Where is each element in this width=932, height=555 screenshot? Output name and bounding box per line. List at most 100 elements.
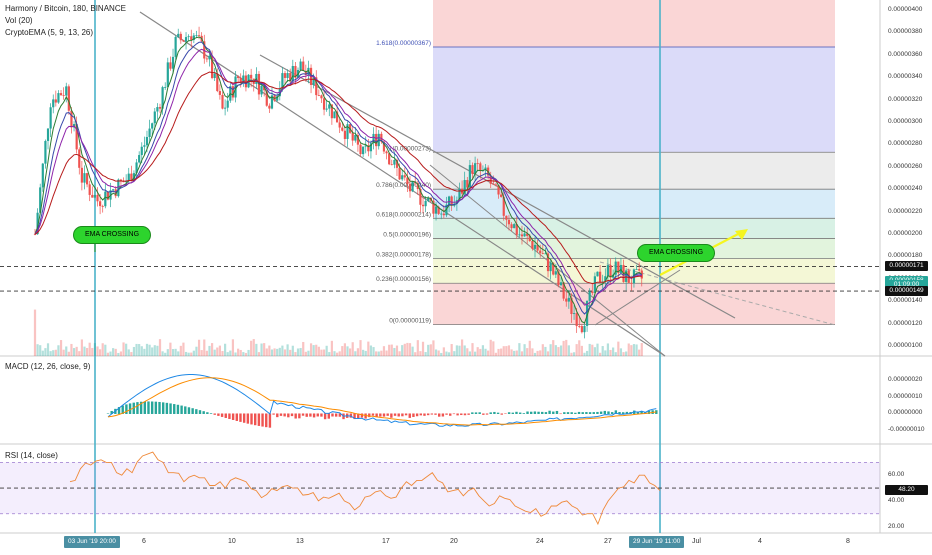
volume-bar: [260, 343, 263, 356]
macd-histogram-bar: [397, 413, 400, 417]
volume-bar: [489, 339, 492, 356]
volume-bar: [283, 349, 287, 356]
macd-histogram-bar: [570, 412, 573, 414]
volume-bar: [153, 345, 156, 356]
candle-body: [218, 91, 221, 95]
volume-bar: [112, 348, 115, 356]
candle-body: [447, 196, 451, 205]
volume-bar: [356, 348, 360, 356]
volume-bar: [57, 345, 60, 356]
volume-bar: [234, 352, 237, 356]
candle-body: [39, 187, 42, 213]
macd-histogram-bar: [191, 408, 194, 414]
volume-bar: [375, 351, 378, 356]
macd-histogram-bar: [261, 413, 264, 427]
volume-bar: [502, 346, 505, 356]
candle-body: [78, 149, 81, 168]
macd-histogram-bar: [184, 406, 187, 414]
candle-body: [474, 163, 477, 175]
volume-bar: [119, 351, 123, 356]
candle-body: [106, 191, 110, 200]
volume-bar: [171, 349, 175, 356]
volume-bar: [268, 345, 271, 356]
candle-body: [164, 87, 167, 88]
macd-histogram-bar: [265, 413, 268, 428]
candle-body: [382, 141, 386, 152]
candle-body: [302, 61, 305, 71]
volume-bar: [445, 351, 448, 356]
volume-bar: [44, 348, 47, 356]
candle-body: [75, 124, 78, 150]
volume-bar: [406, 342, 409, 356]
candle-body: [41, 163, 44, 188]
candle-body: [44, 140, 47, 164]
macd-axis-tick: 0.00000020: [888, 375, 923, 383]
candle-body: [237, 76, 240, 78]
volume-bar: [539, 350, 542, 356]
candle-body: [99, 201, 102, 207]
volume-bar: [247, 349, 250, 356]
macd-histogram-bar: [246, 413, 250, 424]
candle-body: [507, 219, 511, 225]
fib-band: [433, 47, 835, 153]
volume-bar: [380, 350, 383, 356]
volume-bar: [640, 343, 643, 356]
macd-histogram-bar: [577, 411, 581, 414]
volume-bar: [187, 352, 190, 356]
candle-body: [145, 136, 149, 146]
trend-line-upper: [139, 11, 666, 357]
volume-bar: [476, 347, 479, 356]
volume-bar: [174, 348, 177, 356]
volume-bar: [559, 345, 563, 356]
ema-legend: CryptoEMA (5, 9, 13, 26): [5, 28, 94, 37]
candle-body: [367, 145, 370, 152]
candle-body: [515, 224, 518, 235]
volume-bar: [156, 345, 159, 356]
volume-bar: [572, 352, 576, 356]
macd-histogram-bar: [544, 412, 548, 414]
volume-bar: [197, 339, 201, 356]
macd-histogram-bar: [379, 413, 382, 417]
macd-histogram-bar: [390, 413, 393, 418]
price-axis-tick: 0.00000240: [888, 185, 923, 193]
volume-bar: [474, 351, 477, 356]
macd-histogram-bar: [471, 412, 474, 414]
macd-histogram-bar: [474, 412, 478, 414]
volume-bar: [151, 347, 154, 356]
volume-bar: [591, 344, 594, 356]
candle-body: [270, 95, 274, 109]
macd-histogram-bar: [382, 413, 386, 417]
volume-bar: [599, 352, 602, 356]
macd-histogram-bar: [364, 413, 367, 419]
macd-histogram-bar: [158, 401, 161, 414]
volume-bar: [567, 345, 570, 356]
volume-bar: [263, 343, 266, 356]
volume-bar: [145, 343, 149, 356]
candle-body: [304, 70, 307, 75]
volume-bar: [497, 348, 500, 356]
macd-histogram-bar: [228, 413, 231, 419]
macd-histogram-bar: [121, 405, 124, 414]
macd-histogram-bar: [607, 411, 610, 414]
volume-bar: [349, 348, 352, 356]
macd-histogram-bar: [574, 412, 577, 414]
price-tag: 0.00000171: [885, 261, 928, 272]
volume-bar: [588, 343, 591, 356]
macd-histogram-bar: [599, 411, 603, 414]
rsi-axis-tick: 40.00: [888, 496, 905, 504]
price-axis-tick: 0.00000340: [888, 73, 923, 81]
volume-bar: [328, 352, 331, 356]
volume-bar: [265, 348, 268, 356]
volume-bar: [182, 342, 185, 356]
volume-bar: [487, 350, 490, 356]
volume-bar: [362, 349, 365, 356]
macd-histogram-bar: [198, 410, 202, 414]
macd-histogram-bar: [588, 412, 592, 414]
candle-body: [187, 36, 190, 38]
volume-bar: [523, 344, 526, 356]
macd-histogram-bar: [357, 413, 360, 419]
fib-band: [433, 283, 835, 325]
macd-histogram-bar: [154, 401, 158, 414]
